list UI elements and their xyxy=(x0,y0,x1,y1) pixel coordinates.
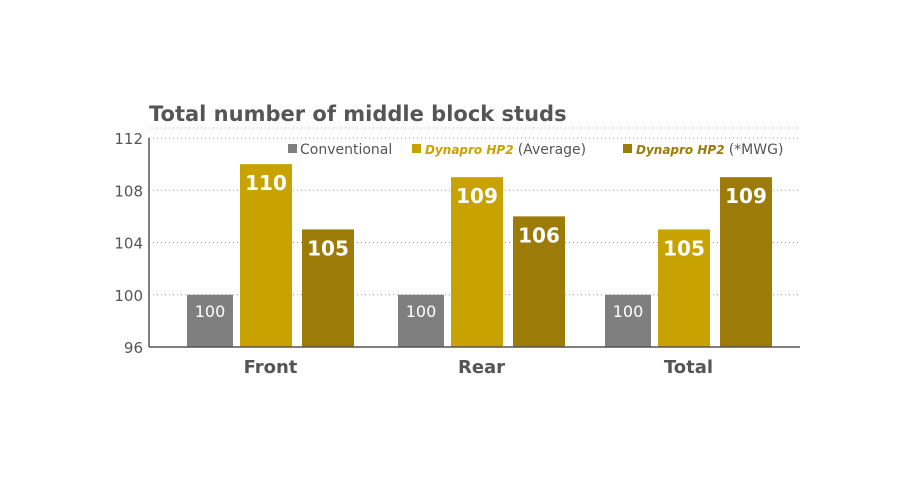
x-axis: Front Rear Total xyxy=(149,346,800,378)
bar xyxy=(451,177,503,347)
bar-value-label: 109 xyxy=(725,184,767,208)
legend-label: Dynapro HP2 (Average) xyxy=(425,142,586,158)
legend-swatch xyxy=(412,144,421,153)
y-tick-label: 104 xyxy=(114,235,143,253)
bar xyxy=(302,229,354,347)
bar-value-label: 100 xyxy=(406,302,437,321)
x-tick-label: Total xyxy=(664,357,713,378)
bar-value-label: 100 xyxy=(195,302,226,321)
bar xyxy=(513,216,565,347)
bar-value-label: 105 xyxy=(307,236,349,260)
bar-value-label: 106 xyxy=(518,223,560,247)
bar-value-label: 100 xyxy=(613,302,644,321)
bar xyxy=(240,164,292,347)
bar xyxy=(720,177,772,347)
bar xyxy=(658,229,710,347)
x-tick-label: Rear xyxy=(458,357,505,378)
bar-value-label: 110 xyxy=(245,171,287,195)
x-tick-label: Front xyxy=(244,357,298,378)
legend-label: Conventional xyxy=(300,142,392,158)
y-tick-label: 112 xyxy=(114,130,143,148)
chart-title: Total number of middle block studs xyxy=(149,102,567,126)
legend-swatch xyxy=(623,144,632,153)
bar-value-label: 109 xyxy=(456,184,498,208)
y-tick-label: 100 xyxy=(114,287,143,305)
legend-swatch xyxy=(288,144,297,153)
bar xyxy=(398,294,444,347)
y-tick-label: 96 xyxy=(124,339,143,357)
bars: 100 110 105 100 109 106 100 105 109 xyxy=(187,164,772,347)
y-tick-label: 108 xyxy=(114,182,143,200)
y-axis: 96 100 104 108 112 xyxy=(114,130,150,357)
bar xyxy=(605,294,651,347)
bar-value-label: 105 xyxy=(663,236,705,260)
legend: Conventional Dynapro HP2 (Average) Dynapro… xyxy=(288,142,783,158)
bar xyxy=(187,294,233,347)
legend-label: Dynapro HP2 (*MWG) xyxy=(636,142,783,158)
